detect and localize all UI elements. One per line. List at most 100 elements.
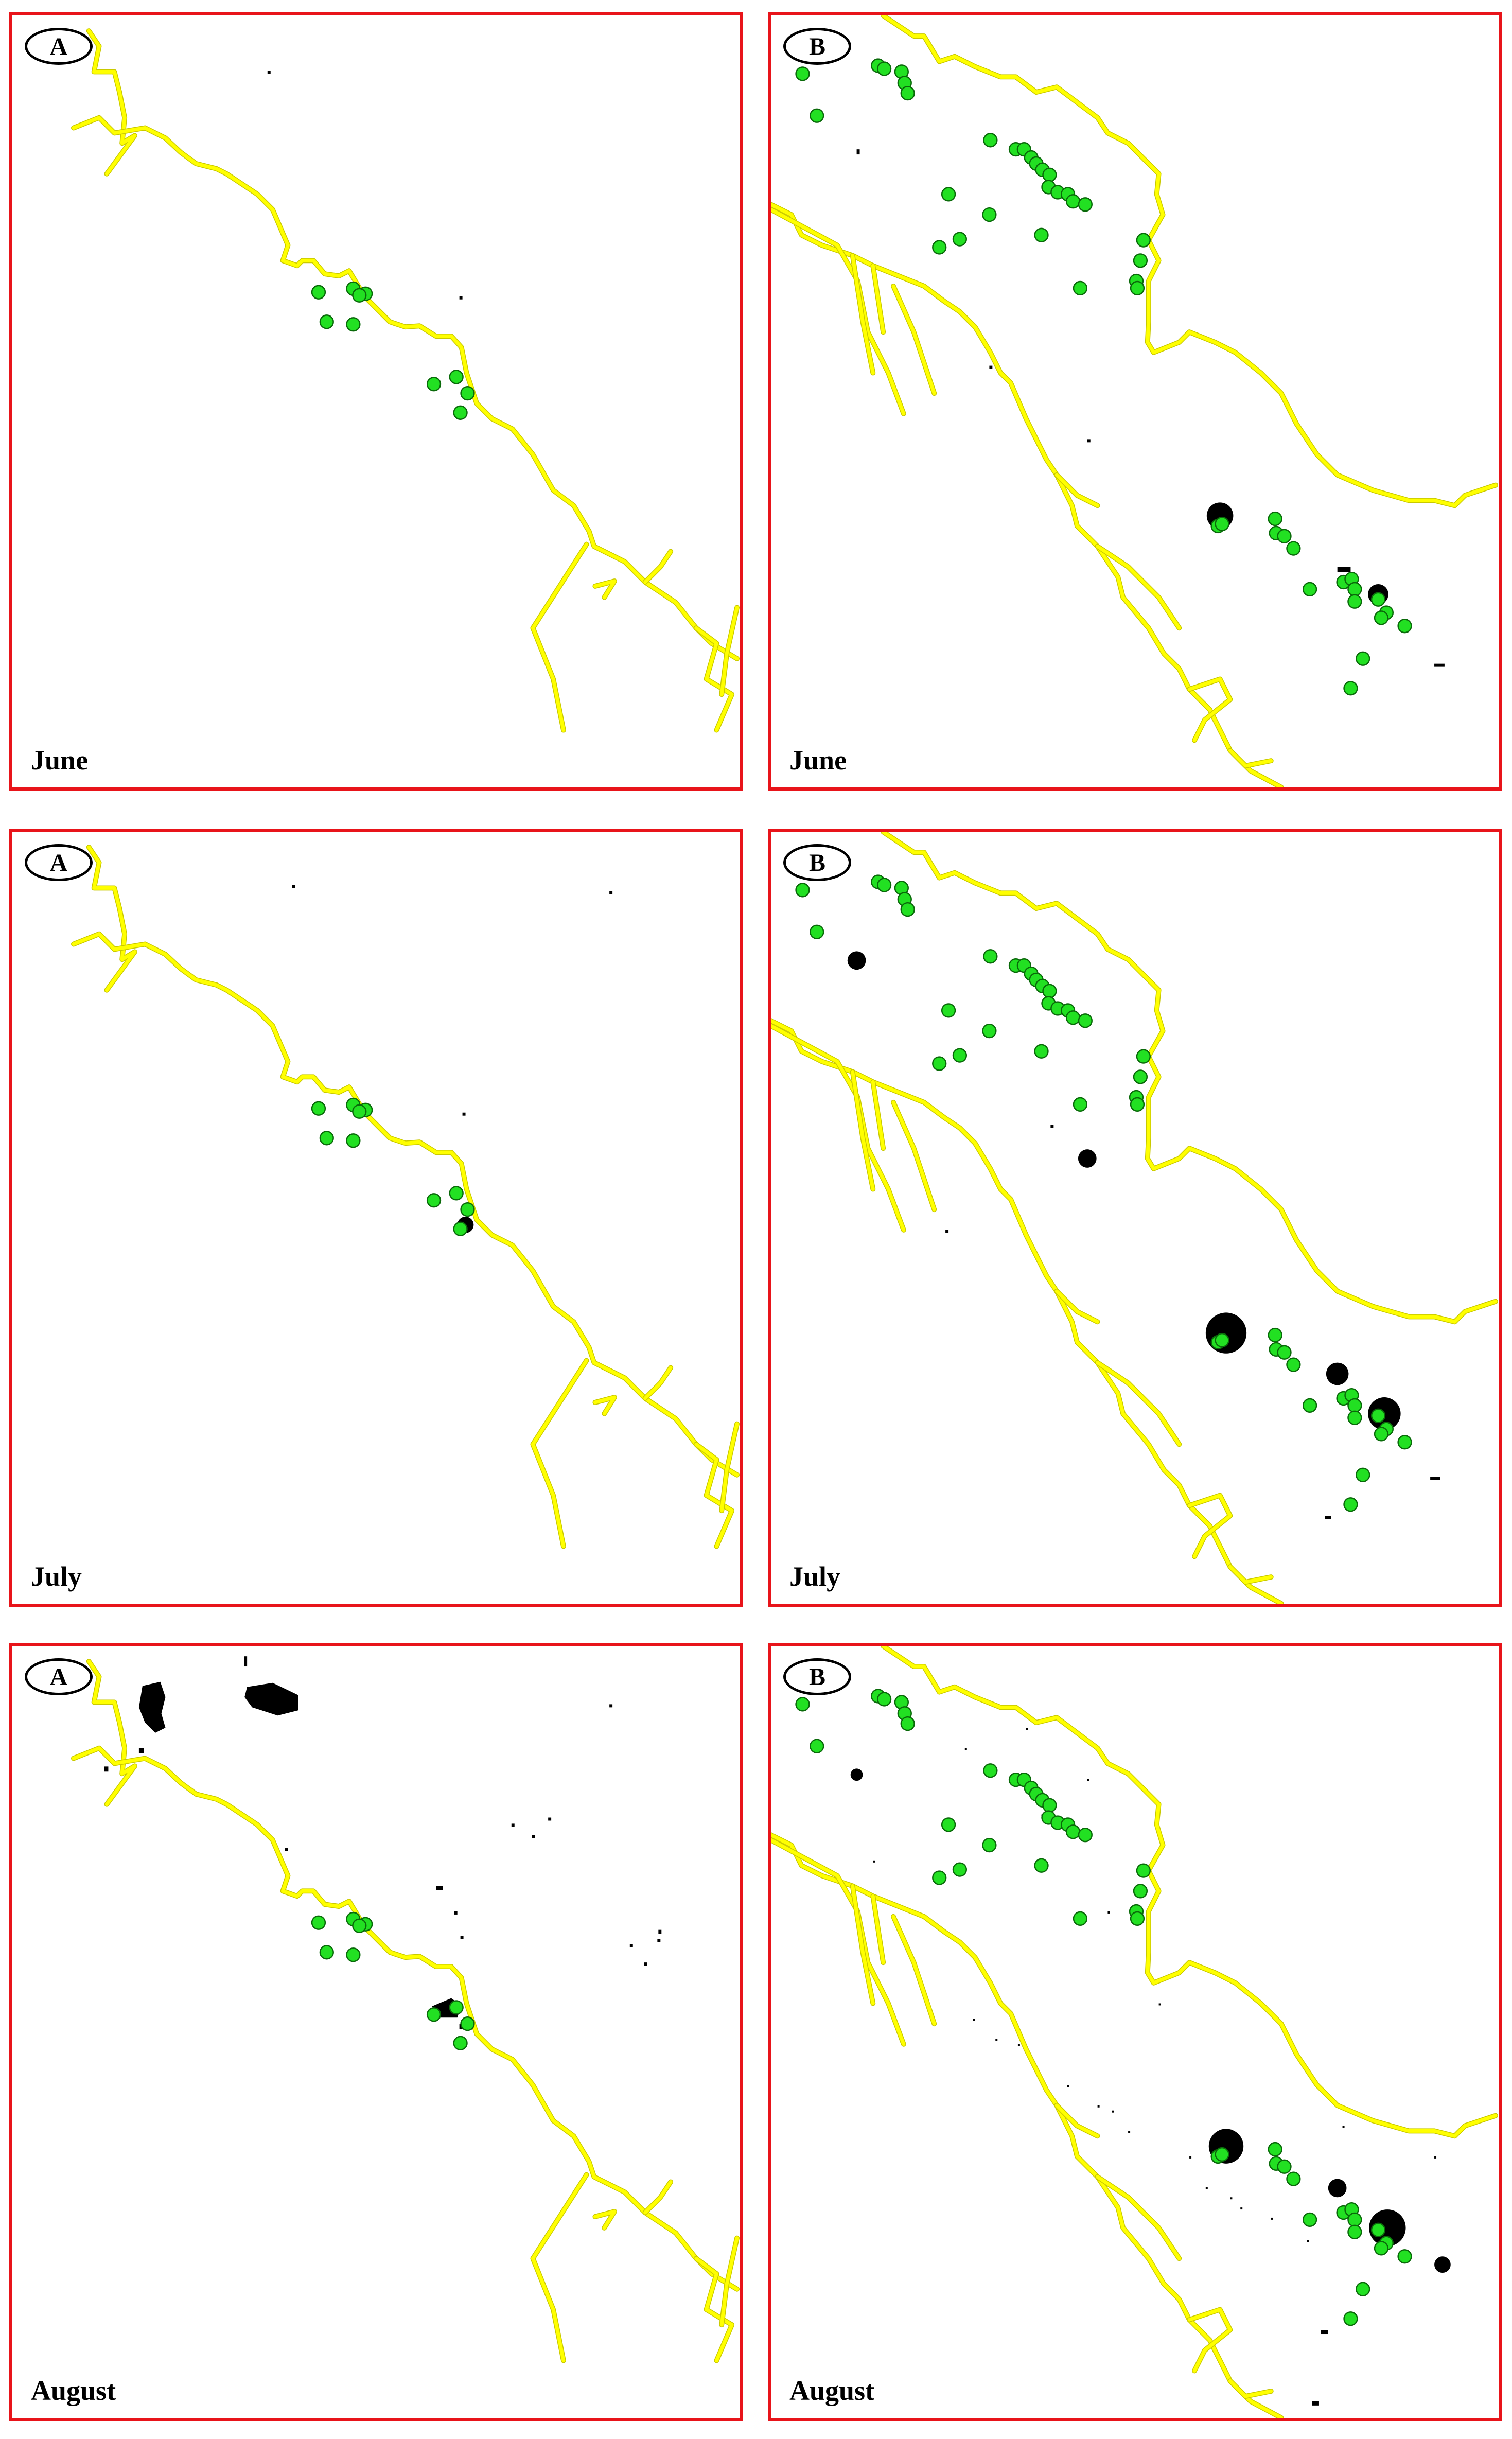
sampling-point <box>1286 1357 1301 1372</box>
sampling-point <box>319 314 334 329</box>
sampling-point <box>352 1918 367 1933</box>
month-label: August <box>789 2375 875 2406</box>
sampling-point <box>1215 2147 1229 2162</box>
sampling-point <box>1277 1345 1292 1360</box>
sampling-point <box>1065 1010 1081 1025</box>
map-august-b <box>771 1646 1499 2418</box>
detection-patch <box>1097 2105 1100 2108</box>
detections-july-a <box>292 885 613 1233</box>
sampling-point <box>1397 1435 1412 1450</box>
detection-patch <box>1321 2330 1328 2335</box>
panel-august-a: A August <box>9 1643 743 2421</box>
sampling-point <box>460 2016 475 2031</box>
coastline-segment <box>719 606 739 696</box>
detection-patch <box>1205 1312 1247 1354</box>
sampling-point <box>1356 651 1370 666</box>
sampling-point <box>1347 1410 1362 1425</box>
coastline-segment <box>851 253 875 375</box>
detection-patch <box>1434 2256 1451 2273</box>
sampling-point <box>1356 2282 1370 2296</box>
sampling-point <box>1042 1798 1057 1813</box>
site-badge: A <box>25 844 93 881</box>
detection-patch <box>1342 2126 1345 2128</box>
coastline-edge <box>881 15 1499 508</box>
detection-patch <box>138 1748 144 1753</box>
sampling-point <box>795 66 810 81</box>
coastline-edge <box>86 845 137 993</box>
sampling-point <box>1343 1497 1358 1512</box>
coastline-segment <box>1187 677 1232 742</box>
sampling-point <box>941 1003 956 1018</box>
month-label: July <box>31 1561 82 1592</box>
coastline-edge <box>771 1832 1284 2418</box>
sampling-point <box>1130 280 1145 295</box>
sampling-point <box>460 386 475 401</box>
detection-patch <box>459 296 463 300</box>
site-badge: B <box>783 1658 851 1695</box>
sampling-point <box>932 1870 947 1885</box>
coastline-edge <box>771 202 1284 787</box>
coastline-edge <box>71 115 740 661</box>
coastline-edge <box>771 1018 1284 1604</box>
coastline-segment <box>1228 2379 1273 2398</box>
coastline-segment <box>643 1366 673 1400</box>
sample-points-b <box>795 58 1412 696</box>
map-july-a <box>71 845 740 1549</box>
detection-patch <box>1430 1477 1440 1480</box>
sampling-point <box>983 949 998 964</box>
sampling-point <box>810 108 824 123</box>
sampling-point <box>941 1817 956 1832</box>
sampling-point <box>1374 2241 1389 2256</box>
coastline-edge <box>881 1646 1499 2139</box>
sample-points-a <box>311 281 475 420</box>
detection-patch <box>1205 2187 1208 2189</box>
sampling-point <box>1042 984 1057 998</box>
coastline-a <box>71 28 740 733</box>
sampling-point <box>319 1945 334 1960</box>
detection-patch <box>244 1682 298 1716</box>
coastline-segment <box>1228 1565 1273 1584</box>
sampling-point <box>1073 1097 1088 1112</box>
sampling-point <box>1065 194 1081 209</box>
sampling-point <box>983 1763 998 1778</box>
sampling-point <box>810 1739 824 1753</box>
sampling-point <box>1347 2212 1362 2227</box>
coastline-a <box>71 845 740 1549</box>
detection-patch <box>995 2039 998 2041</box>
coastline-segment <box>593 579 617 600</box>
sampling-point <box>311 1915 326 1930</box>
sampling-point <box>1133 1884 1148 1899</box>
sampling-point <box>1370 2222 1386 2237</box>
detection-patch <box>1189 2156 1192 2159</box>
sampling-point <box>900 1716 915 1731</box>
sampling-point <box>346 1947 361 1962</box>
sample-points-a <box>311 1911 475 2050</box>
sampling-point <box>1034 1858 1049 1873</box>
sampling-point <box>1130 1911 1145 1926</box>
sampling-point <box>877 878 892 892</box>
coastline-segment <box>719 2236 739 2327</box>
coastline-segment <box>87 29 137 176</box>
sampling-point <box>941 187 956 202</box>
detection-patch <box>856 149 860 155</box>
sampling-point <box>1133 253 1148 268</box>
sampling-point <box>1034 227 1049 242</box>
detection-patch <box>629 1944 633 1947</box>
detection-patch <box>548 1817 552 1821</box>
detection-patch <box>609 891 613 894</box>
sampling-point <box>1397 2249 1412 2264</box>
sampling-point <box>982 207 997 222</box>
detection-patch <box>657 1939 661 1942</box>
detection-patch <box>850 1768 863 1781</box>
coastline-edge <box>86 28 137 177</box>
sampling-point <box>426 2007 442 2022</box>
detection-patch <box>1337 567 1351 572</box>
detection-patch <box>644 1962 647 1966</box>
detection-patch <box>1112 2110 1114 2113</box>
coastline-segment <box>87 845 137 992</box>
sampling-point <box>983 133 998 148</box>
sampling-point <box>1347 582 1362 597</box>
detection-patch <box>1312 2401 1319 2406</box>
sampling-point <box>1078 1828 1093 1843</box>
coastline-segment <box>871 1894 885 1964</box>
